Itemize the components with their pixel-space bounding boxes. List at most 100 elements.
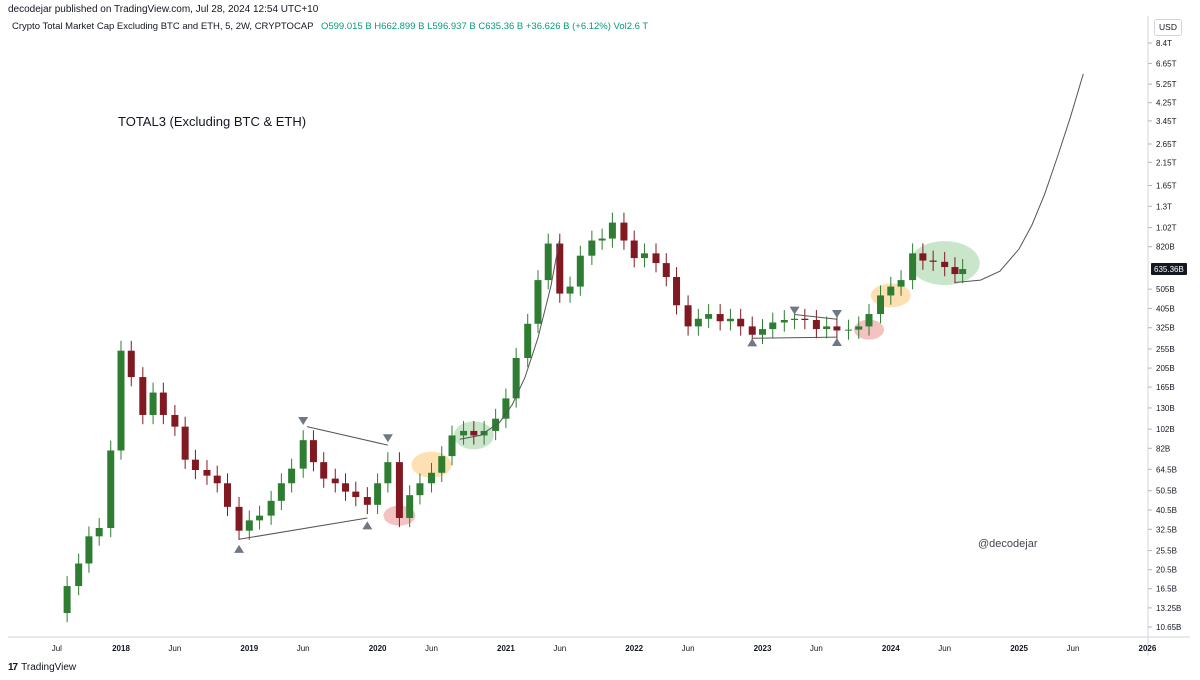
projection-curve <box>954 73 1084 283</box>
candle-body <box>149 392 157 415</box>
trendline <box>306 426 388 446</box>
trendline <box>794 314 837 320</box>
candle-body <box>320 462 328 479</box>
x-tick-label: 2023 <box>754 644 772 653</box>
candle-body <box>460 430 468 436</box>
x-tick-label: Jul <box>52 644 62 653</box>
triangle-up-marker <box>362 521 373 530</box>
tradingview-logo: 17 TradingView <box>8 662 76 673</box>
candle-body <box>267 500 275 516</box>
x-tick-label: 2022 <box>625 644 643 653</box>
candle-body <box>309 440 317 463</box>
y-tick-label: 255B <box>1156 345 1175 354</box>
candle-body <box>448 435 456 457</box>
candle-body <box>759 329 766 335</box>
candle-body <box>673 277 681 306</box>
candle-body <box>139 377 147 415</box>
x-tick-label: Jun <box>1067 644 1080 653</box>
candle-body <box>213 475 221 484</box>
y-tick-label: 25.5B <box>1156 547 1177 556</box>
triangle-up-marker <box>831 338 842 347</box>
candle-body <box>640 253 648 259</box>
candle-body <box>374 483 382 505</box>
candle-body <box>684 305 692 327</box>
candle-body <box>384 462 392 484</box>
y-tick-label: 50.5B <box>1156 487 1177 496</box>
ohlc-values: O599.015 B H662.899 B L596.937 B C635.36… <box>320 21 649 32</box>
candle-body <box>502 398 510 419</box>
candle-body <box>576 255 584 287</box>
candle-body <box>277 483 285 501</box>
candle-body <box>630 240 638 259</box>
candle-body <box>288 468 296 484</box>
candle-body <box>588 240 596 256</box>
currency-badge[interactable]: USD <box>1154 19 1182 36</box>
y-tick-label: 6.65T <box>1156 59 1177 68</box>
candle-body <box>395 462 403 518</box>
candle-body <box>191 459 199 470</box>
candle-body <box>427 472 435 484</box>
candle-body <box>877 295 885 315</box>
candle-body <box>959 269 967 275</box>
candle-body <box>566 286 574 294</box>
candle-body <box>63 586 71 613</box>
candle-body <box>844 329 852 331</box>
x-tick-label: Jun <box>682 644 695 653</box>
triangle-down-marker <box>831 310 842 319</box>
candle-body <box>470 430 478 436</box>
candle-body <box>705 314 713 319</box>
triangle-down-marker <box>789 306 800 315</box>
candle-body <box>85 536 93 564</box>
y-tick-label: 325B <box>1156 324 1175 333</box>
y-tick-label: 64.5B <box>1156 465 1177 474</box>
last-price-badge <box>1151 263 1187 276</box>
trendline <box>238 517 368 540</box>
candle-body <box>256 515 264 521</box>
x-tick-label: Jun <box>553 644 566 653</box>
y-tick-label: 10.65B <box>1156 623 1181 632</box>
candle-body <box>897 280 905 287</box>
y-tick-label: 16.5B <box>1156 585 1177 594</box>
y-tick-label: 505B <box>1156 285 1175 294</box>
candle-body <box>352 491 360 498</box>
y-tick-label: 820B <box>1156 243 1175 252</box>
y-tick-label: 205B <box>1156 364 1175 373</box>
author-watermark: @decodejar <box>978 538 1038 550</box>
candle-body <box>95 527 103 537</box>
candle-body <box>919 253 927 261</box>
triangle-up-marker <box>747 338 758 347</box>
x-tick-label: 2020 <box>369 644 387 653</box>
candle-body <box>223 483 231 507</box>
symbol-legend: Crypto Total Market Cap Excluding BTC an… <box>12 21 648 32</box>
candle-body <box>127 350 135 378</box>
y-tick-label: 5.25T <box>1156 80 1177 89</box>
candle-body <box>801 318 809 320</box>
x-tick-label: Jun <box>168 644 181 653</box>
candle-body <box>406 495 414 518</box>
candle-body <box>171 414 179 427</box>
y-tick-label: 130B <box>1156 404 1175 413</box>
candle-body <box>652 253 660 264</box>
triangle-down-marker <box>382 434 393 443</box>
y-tick-label: 82B <box>1156 444 1170 453</box>
candle-body <box>342 483 350 492</box>
y-tick-label: 8.4T <box>1156 39 1172 48</box>
growth-curve-2020-2021 <box>459 238 561 440</box>
y-tick-label: 165B <box>1156 383 1175 392</box>
triangle-down-marker <box>298 416 309 425</box>
last-price-label: 635.36B <box>1154 265 1184 274</box>
candle-body <box>694 318 702 327</box>
candle-body <box>299 440 307 469</box>
x-tick-label: Jun <box>297 644 310 653</box>
candle-body <box>791 318 799 320</box>
candle-body <box>544 243 552 281</box>
candle-body <box>159 392 167 415</box>
candle-body <box>887 286 895 296</box>
candle-body <box>941 261 949 268</box>
candle-body <box>726 318 734 322</box>
candle-body <box>716 314 724 322</box>
candle-body <box>363 497 371 505</box>
y-tick-label: 3.45T <box>1156 117 1177 126</box>
x-tick-label: Jun <box>938 644 951 653</box>
